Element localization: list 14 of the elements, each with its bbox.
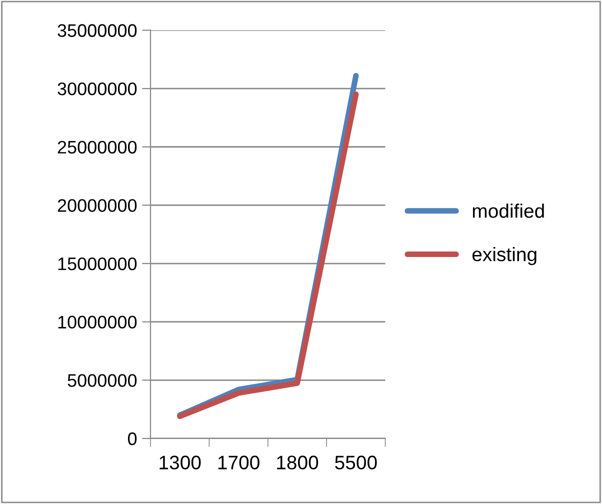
y-tick-label: 10000000 [58, 316, 137, 329]
y-tick-label: 30000000 [58, 82, 137, 96]
x-tick-label: 5500 [335, 456, 377, 470]
y-tick-label: 25000000 [58, 140, 137, 154]
y-tick-label: 15000000 [58, 257, 137, 270]
x-tick-label: 1700 [218, 456, 260, 470]
x-tick-label: 1800 [277, 456, 318, 470]
y-tick-label: 0 [128, 432, 137, 446]
legend-label: existing [472, 247, 536, 266]
y-tick-label: 5000000 [68, 374, 137, 387]
legend-label: modified [472, 204, 544, 218]
y-tick-label: 35000000 [58, 24, 137, 37]
x-tick-label: 1300 [160, 456, 201, 470]
y-tick-label: 20000000 [58, 199, 137, 212]
